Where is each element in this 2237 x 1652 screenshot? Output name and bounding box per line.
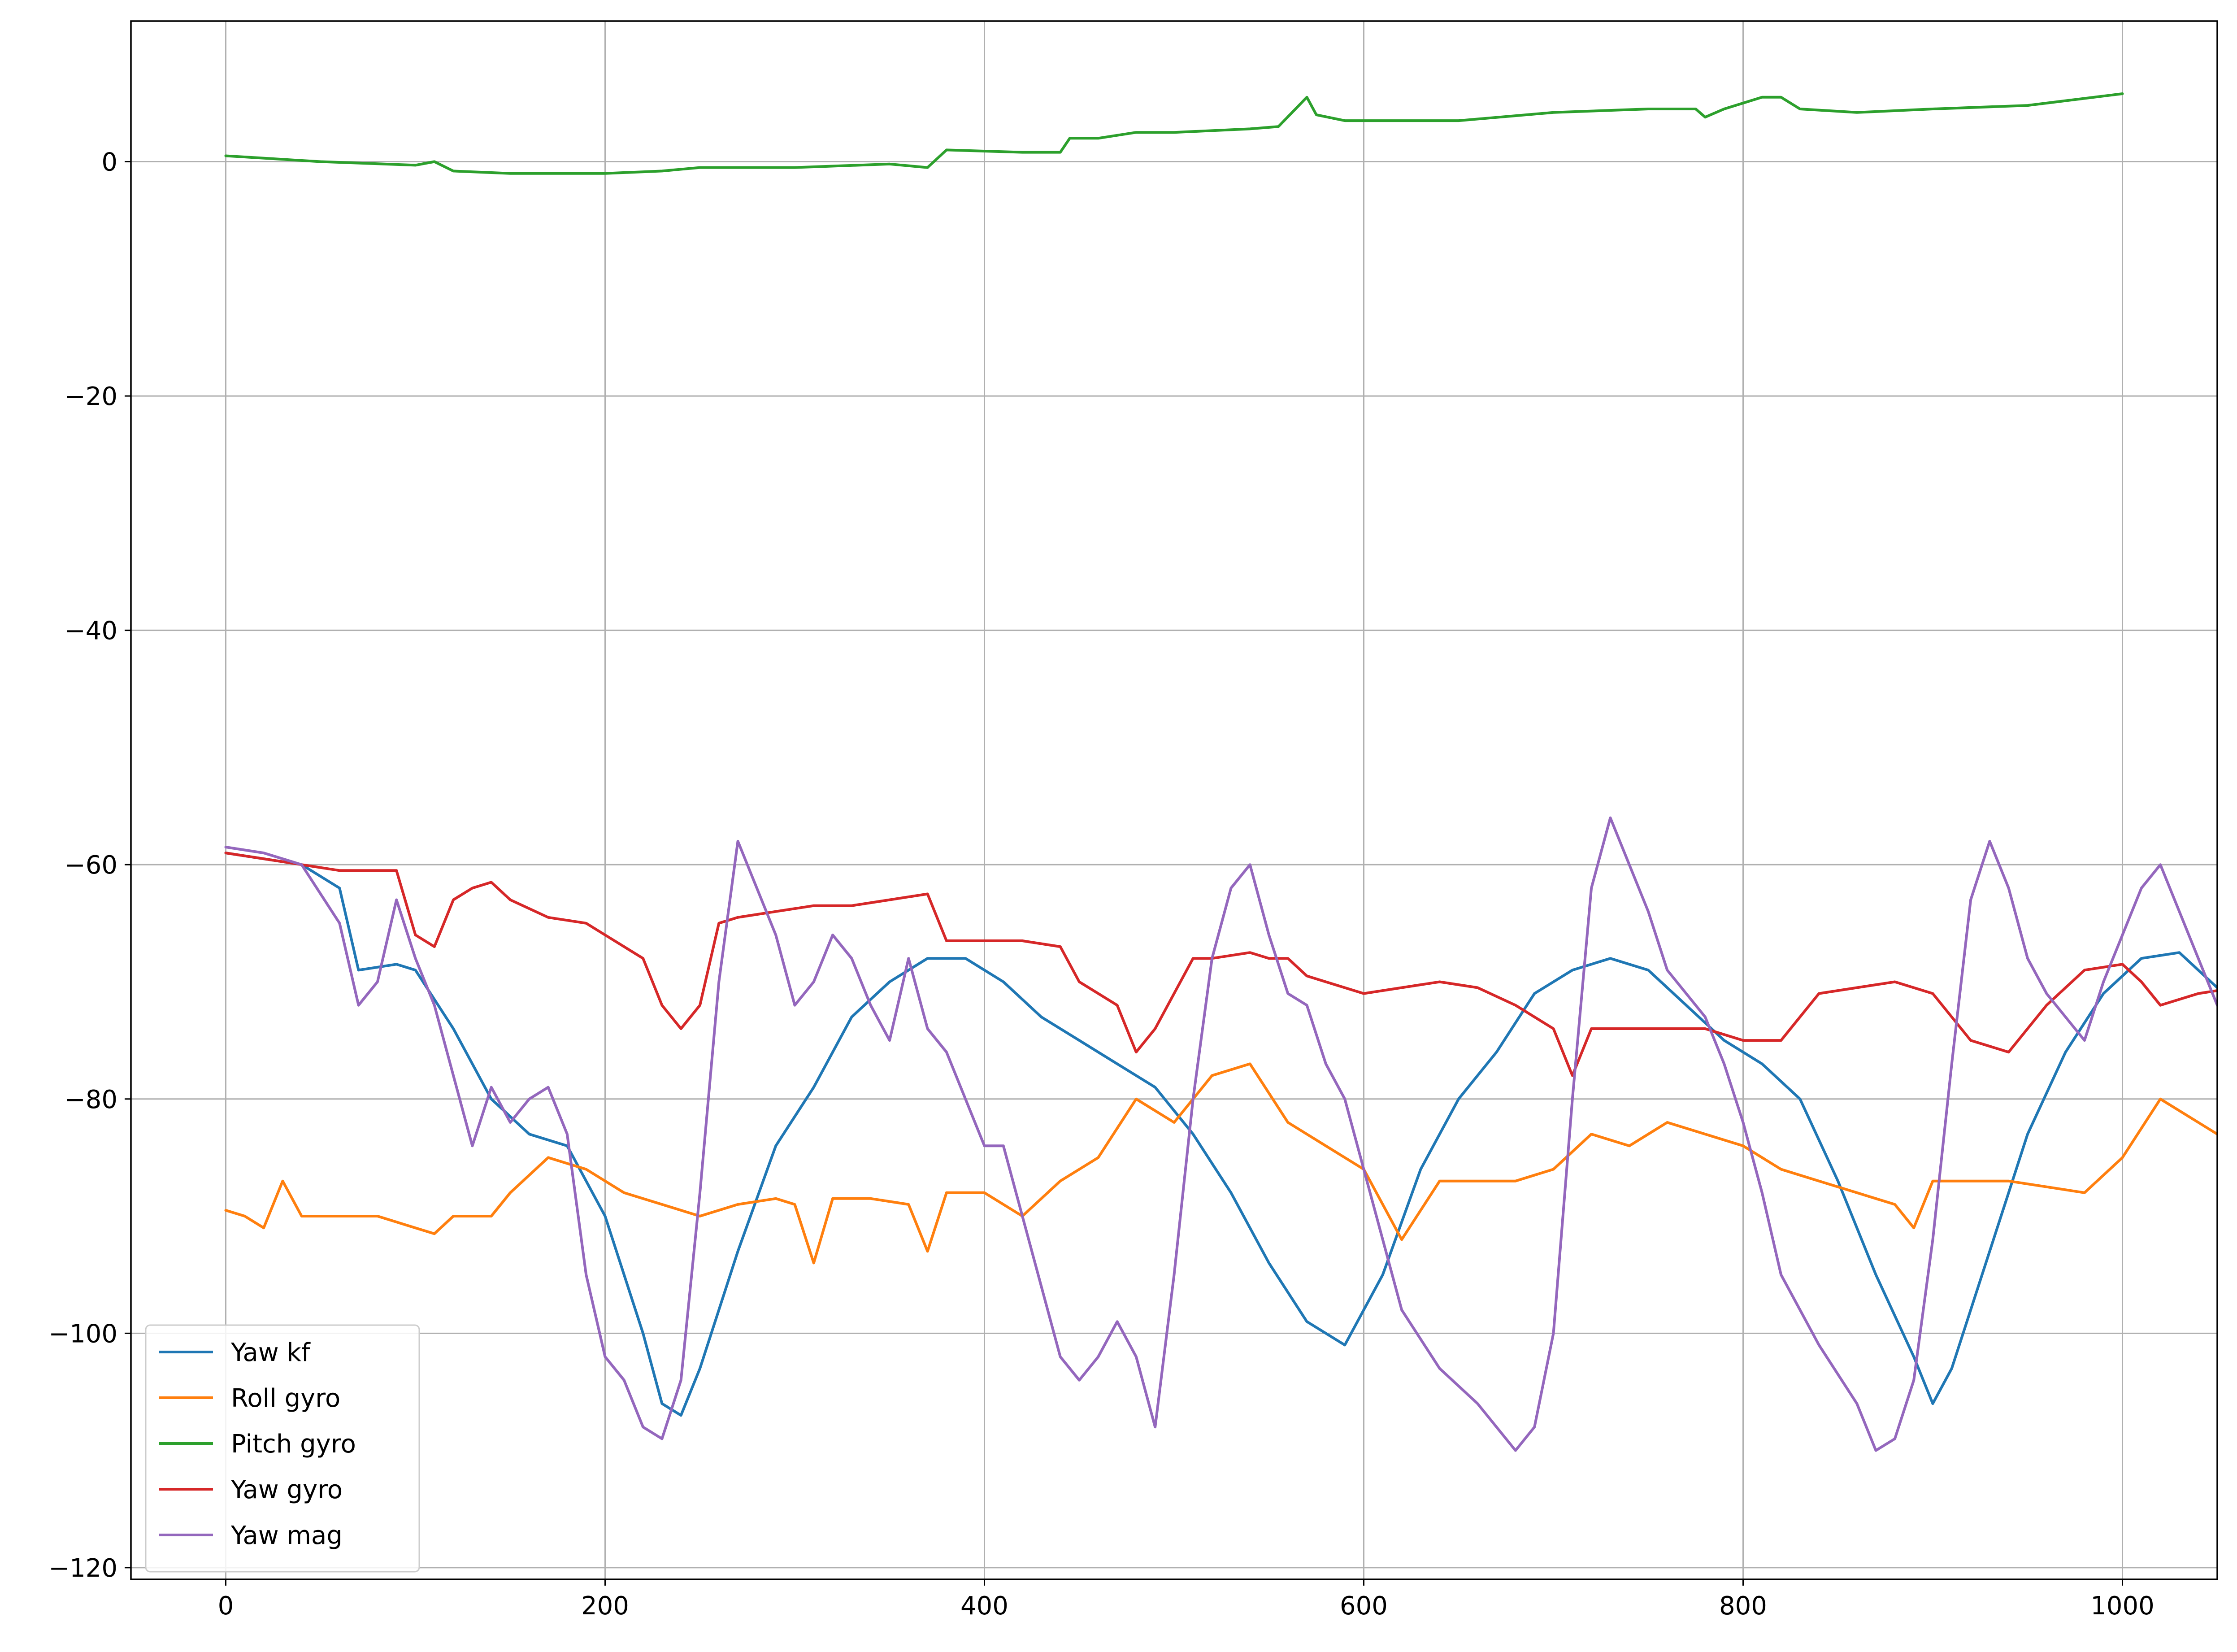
legend-label-yaw-mag: Yaw mag — [230, 1521, 343, 1550]
legend-label-pitch-gyro: Pitch gyro — [231, 1430, 356, 1459]
x-tick-label: 0 — [218, 1591, 234, 1621]
y-tick-label: −100 — [48, 1319, 117, 1348]
x-tick-label: 1000 — [2090, 1591, 2154, 1621]
legend-label-yaw-gyro: Yaw gyro — [230, 1475, 343, 1504]
y-tick-label: −80 — [65, 1085, 117, 1114]
y-tick-label: −20 — [65, 382, 117, 411]
y-tick-label: 0 — [101, 148, 117, 177]
legend: Yaw kf Roll gyro Pitch gyro Yaw gyro Yaw mag — [146, 1325, 419, 1572]
y-tick-label: −120 — [48, 1554, 117, 1583]
y-tick-label: −60 — [65, 851, 117, 880]
x-tick-label: 200 — [581, 1591, 629, 1621]
x-tick-label: 400 — [960, 1591, 1008, 1621]
legend-label-yaw-kf: Yaw kf — [230, 1338, 311, 1367]
x-tick-label: 600 — [1340, 1591, 1388, 1621]
y-tick-label: −40 — [65, 617, 117, 646]
legend-label-roll-gyro: Roll gyro — [231, 1384, 340, 1413]
x-tick-label: 800 — [1719, 1591, 1767, 1621]
